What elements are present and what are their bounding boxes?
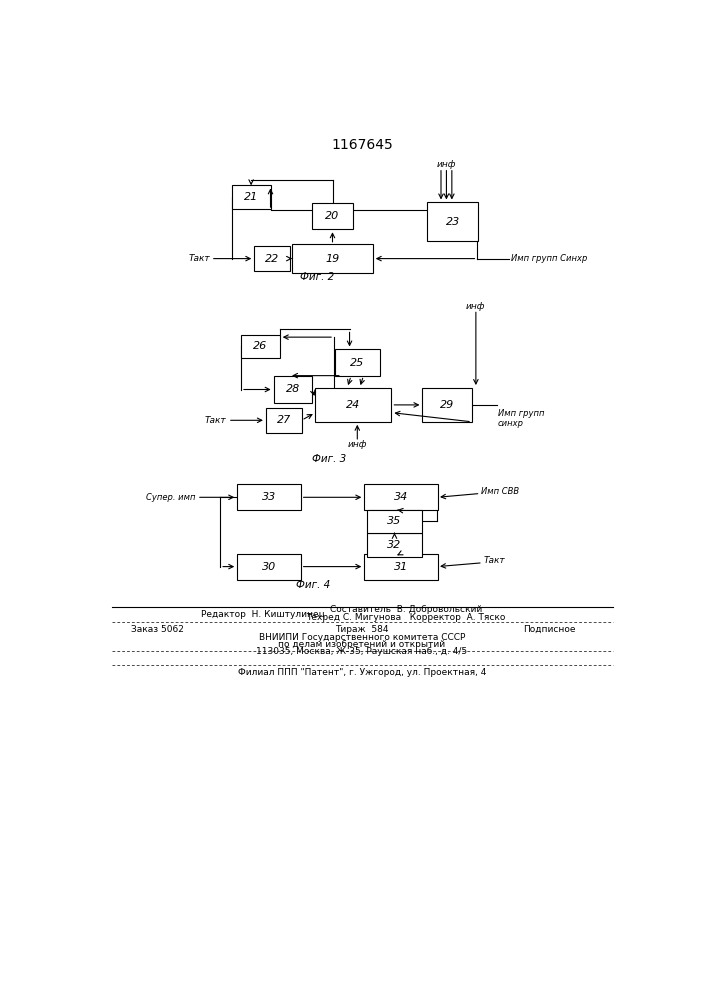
Text: Фиг. 4: Фиг. 4 [296,580,330,590]
Bar [335,349,380,376]
Text: Супер. имп: Супер. имп [146,493,195,502]
Text: Имп групп
синхр: Имп групп синхр [498,409,544,428]
Text: 29: 29 [440,400,455,410]
Text: Техред С. Мигунова   Корректор  А. Тяско: Техред С. Мигунова Корректор А. Тяско [306,613,506,622]
Text: по делам изобретений и открытий: по делам изобретений и открытий [279,640,445,649]
Bar [274,376,312,403]
Bar [255,246,290,271]
Bar [241,335,280,358]
Bar [368,533,421,557]
Text: 31: 31 [394,562,408,572]
Text: 21: 21 [244,192,258,202]
Text: Имп групп Синхр: Имп групп Синхр [510,254,587,263]
Bar [368,510,421,533]
Text: 30: 30 [262,562,276,572]
Text: 35: 35 [387,516,402,526]
Text: 23: 23 [445,217,460,227]
Text: Имп СВВ: Имп СВВ [481,487,520,496]
Text: Фиг. 2: Фиг. 2 [300,272,334,282]
Text: Редактор  Н. Киштулинец: Редактор Н. Киштулинец [201,610,325,619]
Text: Фиг. 3: Фиг. 3 [312,454,346,464]
Text: Заказ 5062: Заказ 5062 [131,625,184,634]
Text: 19: 19 [325,254,339,264]
Bar [422,388,472,422]
Text: 34: 34 [394,492,408,502]
Text: Подписное: Подписное [523,625,575,634]
Bar [364,554,438,580]
Text: ВНИИПИ Государственного комитета СССР: ВНИИПИ Государственного комитета СССР [259,633,465,642]
Text: Такт: Такт [189,254,210,263]
Bar [428,202,478,241]
Text: Тираж  584: Тираж 584 [335,625,389,634]
Text: 32: 32 [387,540,402,550]
Bar [232,185,271,209]
Bar [266,408,301,433]
Text: Такт: Такт [205,416,226,425]
Text: Филиал ППП "Патент", г. Ужгород, ул. Проектная, 4: Филиал ППП "Патент", г. Ужгород, ул. Про… [238,668,486,677]
Text: 33: 33 [262,492,276,502]
Text: Составитель  В. Добровольский: Составитель В. Добровольский [330,605,482,614]
Text: 20: 20 [325,211,339,221]
Text: 113035, Москва, Ж-35, Раушская наб., д. 4/5: 113035, Москва, Ж-35, Раушская наб., д. … [257,647,467,656]
Text: 27: 27 [276,415,291,425]
Bar [237,554,301,580]
Bar [237,484,301,510]
Text: 24: 24 [346,400,361,410]
Text: 25: 25 [350,358,364,368]
Text: 22: 22 [265,254,279,264]
Bar [364,484,438,510]
Text: 1167645: 1167645 [331,138,393,152]
Text: инф: инф [348,440,367,449]
Text: 26: 26 [253,341,267,351]
Bar [315,388,392,422]
Text: инф: инф [466,302,486,311]
Text: инф: инф [437,160,456,169]
Text: Такт: Такт [484,556,506,565]
Bar [292,244,373,273]
Bar [312,203,353,229]
Text: 28: 28 [286,384,300,394]
